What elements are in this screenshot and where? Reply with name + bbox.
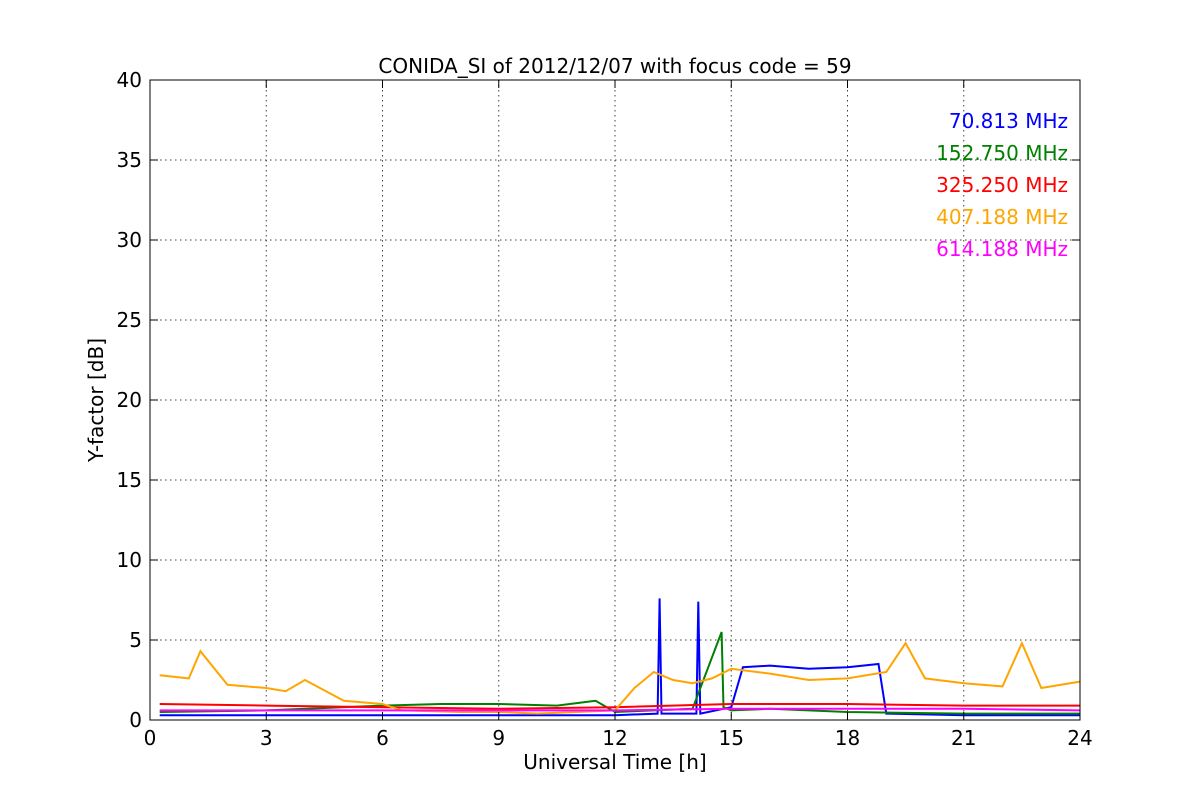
chart-title: CONIDA_SI of 2012/12/07 with focus code … — [378, 54, 851, 78]
series-layer — [159, 598, 1081, 717]
y-tick-label: 15 — [117, 468, 142, 492]
legend-entry: 70.813 MHz — [949, 109, 1068, 133]
y-axis-title: Y-factor [dB] — [84, 338, 108, 463]
y-tick-label: 30 — [117, 228, 142, 252]
legend-entry: 325.250 MHz — [936, 173, 1068, 197]
y-tick-label: 20 — [117, 388, 142, 412]
series-line-4 — [159, 707, 1081, 712]
axis-ticks: 0 3 6 9 12 15 18 21 24 0 5 10 15 20 25 30 35 40 — [117, 68, 1093, 750]
y-tick-label: 25 — [117, 308, 142, 332]
x-tick-label: 12 — [602, 726, 627, 750]
legend-entry: 614.188 MHz — [936, 237, 1068, 261]
legend: 70.813 MHz 152.750 MHz 325.250 MHz 407.188 … — [936, 109, 1068, 261]
y-tick-label: 35 — [117, 148, 142, 172]
x-axis-title: Universal Time [h] — [523, 750, 706, 774]
y-tick-label: 10 — [117, 548, 142, 572]
legend-entry: 152.750 MHz — [936, 141, 1068, 165]
x-tick-label: 24 — [1067, 726, 1092, 750]
x-tick-label: 21 — [951, 726, 976, 750]
series-line-3 — [159, 640, 1081, 715]
y-tick-label: 40 — [117, 68, 142, 92]
y-tick-label: 5 — [129, 628, 142, 652]
x-tick-label: 9 — [492, 726, 505, 750]
grid — [150, 80, 1080, 720]
y-tick-label: 0 — [129, 708, 142, 732]
x-tick-label: 18 — [835, 726, 860, 750]
series-line-0 — [159, 598, 1080, 717]
series-line-2 — [159, 703, 1080, 710]
x-tick-label: 15 — [719, 726, 744, 750]
series-line-1 — [159, 631, 1080, 715]
legend-entry: 407.188 MHz — [936, 205, 1068, 229]
x-tick-label: 3 — [260, 726, 273, 750]
x-tick-label: 6 — [376, 726, 389, 750]
x-tick-label: 0 — [144, 726, 157, 750]
